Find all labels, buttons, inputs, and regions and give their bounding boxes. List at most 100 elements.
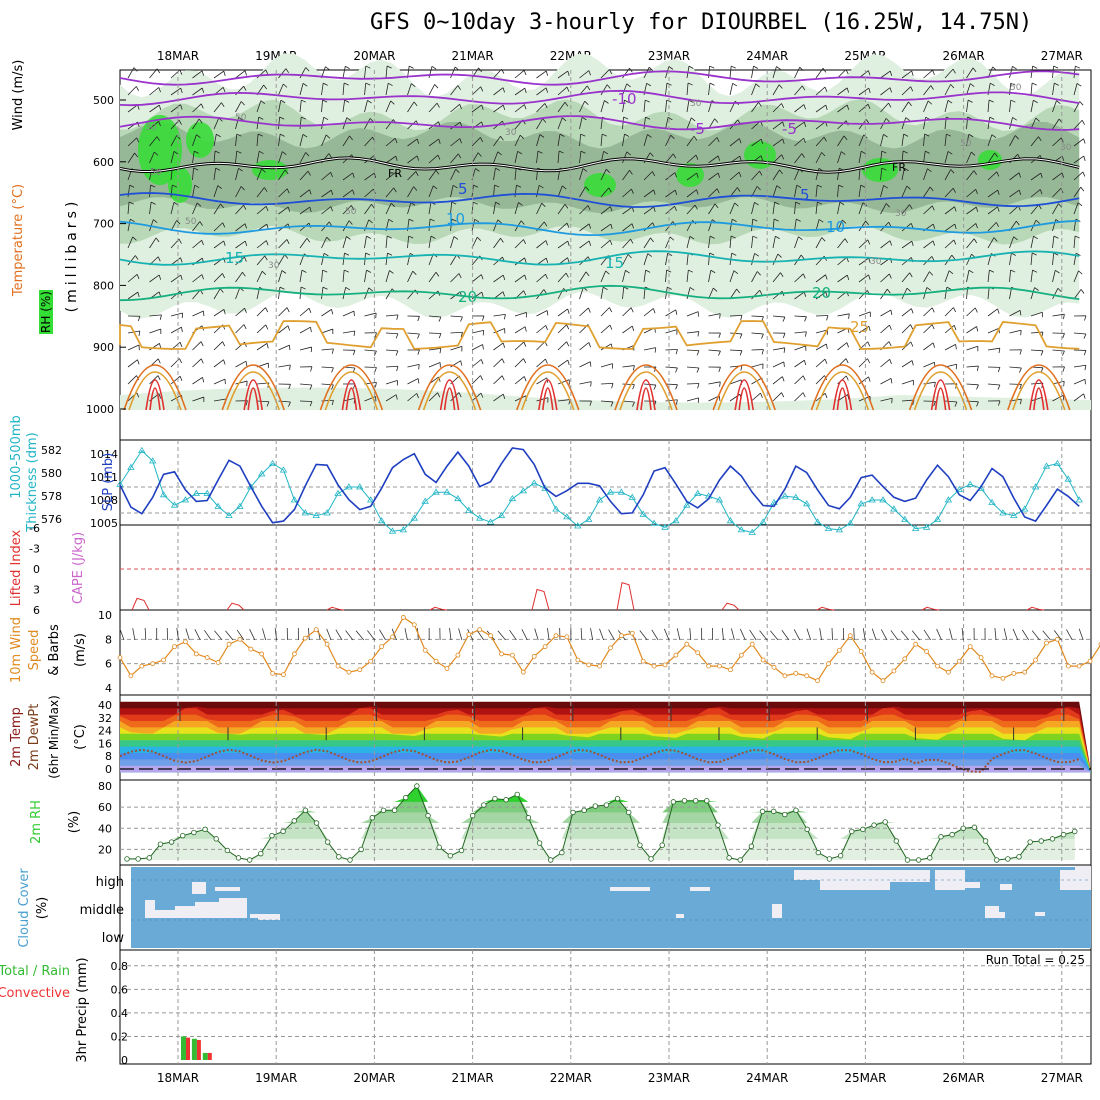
wind-barb-10m: [949, 628, 953, 641]
wind-barb: [708, 236, 711, 249]
wind-barb: [880, 273, 890, 283]
freezing-label: FR: [388, 167, 402, 180]
wind-barb-flag: [478, 67, 482, 73]
rh2m-point: [626, 809, 632, 816]
wind-speed-point: [455, 652, 461, 658]
wind-barb-flag: [931, 205, 935, 211]
wind-speed-point: [749, 641, 755, 647]
wind-barb: [837, 69, 847, 79]
wind-speed-line: [119, 616, 1100, 682]
run-total-label: Run Total = 0.25: [986, 953, 1085, 967]
wind-barb: [299, 100, 302, 113]
wind-barb: [407, 101, 415, 113]
wind-barb-flag: [502, 274, 506, 280]
wind-barb-flag: [867, 104, 871, 110]
thickness-point: [563, 513, 571, 520]
cloud-clear-patch: [155, 910, 175, 918]
wind-barb-10m: [664, 628, 670, 641]
wind-barb: [966, 83, 971, 96]
wind-barb-flag: [395, 394, 398, 400]
wind-barb-flag: [430, 235, 436, 239]
rh2m-point: [325, 839, 331, 845]
wind-barb-flag: [799, 66, 804, 72]
wind-barb: [643, 134, 648, 147]
wind-barb: [579, 101, 586, 113]
wind-barb: [256, 240, 267, 249]
upper-left-labels: Temperature (°C)Wind (m/s): [11, 60, 26, 297]
wind-barb-flag: [352, 350, 356, 356]
cloud-clear-patch: [145, 900, 155, 918]
wind-speed-point: [804, 673, 810, 679]
wind-barb: [837, 257, 847, 266]
wind-barb-flag: [860, 184, 866, 188]
wind-barb-flag: [605, 168, 611, 174]
cloud-clear-patch: [175, 906, 195, 918]
wind-barb-flag: [740, 365, 743, 371]
wind-barb-flag: [458, 392, 462, 398]
wind-barb: [1009, 189, 1020, 198]
wind-barb-flag: [504, 314, 506, 320]
wind-barb: [235, 186, 242, 198]
wind-barb-flag: [545, 325, 548, 331]
precip-total-bar: [202, 1052, 208, 1060]
wind-barb-flag: [626, 83, 631, 88]
wind-barb: [987, 308, 998, 317]
thickness-point: [497, 511, 506, 518]
wind-barb: [536, 103, 546, 113]
wind-barb-flag: [309, 401, 313, 407]
lifted-index-line: [616, 582, 635, 611]
date-label-bottom: 27MAR: [1041, 1071, 1083, 1085]
thickness-point: [1053, 459, 1062, 466]
wind-barb: [213, 151, 216, 164]
wind-barb: [686, 154, 697, 164]
wind-axis-label: Wind (m/s): [11, 60, 26, 131]
wind-speed-point: [520, 669, 526, 675]
temperature-contour: [119, 250, 1080, 266]
wind-barb-flag: [759, 290, 763, 295]
wind-barb-flag: [244, 308, 247, 313]
wind-barb: [966, 253, 972, 266]
wind-speed-point: [847, 633, 853, 639]
wind-barb-flag: [460, 360, 463, 366]
wind-barb: [772, 169, 780, 181]
wind-barb: [966, 151, 972, 164]
wind-barb-flag: [481, 291, 484, 298]
wind-speed-point: [1022, 669, 1028, 675]
wind-barb: [665, 329, 678, 334]
wind-barb: [751, 170, 760, 181]
cloud-clear-patch: [794, 870, 824, 880]
cloud-clear-patch: [890, 870, 930, 882]
wind-barb: [536, 118, 543, 130]
wind-barb-flag: [973, 170, 978, 176]
wind-barb-flag: [868, 326, 871, 332]
wind-barb-flag: [201, 87, 205, 93]
wind-barb: [944, 68, 954, 79]
wind-barb-flag: [238, 168, 243, 172]
wind-barb-flag: [910, 86, 914, 92]
wind-barb-flag: [1032, 269, 1038, 273]
wind-barb: [622, 383, 635, 385]
wind-barb-flag: [801, 85, 806, 91]
wind-barb-flag: [604, 100, 609, 104]
panel-frame: [119, 524, 1092, 611]
wind-barb: [686, 189, 697, 198]
lifted-index-tick-label: -6: [29, 522, 40, 535]
wind-barb-10m: [759, 630, 768, 641]
thickness-point: [268, 459, 277, 466]
wind-barb-flag: [782, 138, 785, 144]
rh-shade-bright: [744, 141, 776, 169]
rh2m-point: [146, 855, 152, 861]
wind-speed-point: [281, 672, 286, 678]
wind-speed-point: [913, 641, 919, 647]
wind-barb-flag: [1054, 82, 1059, 86]
surface-temp-contour: [128, 371, 182, 411]
wind-barb-flag: [926, 287, 932, 291]
wind-barb-flag: [889, 273, 892, 279]
wind-barb-flag: [989, 82, 995, 87]
wind-barb-flag: [132, 236, 137, 241]
wind-barb-flag: [172, 184, 177, 188]
wind-barb-10m: [900, 630, 910, 641]
wind-barb: [1052, 118, 1060, 130]
wind-barb-flag: [881, 167, 887, 171]
wind-barb: [493, 104, 504, 113]
